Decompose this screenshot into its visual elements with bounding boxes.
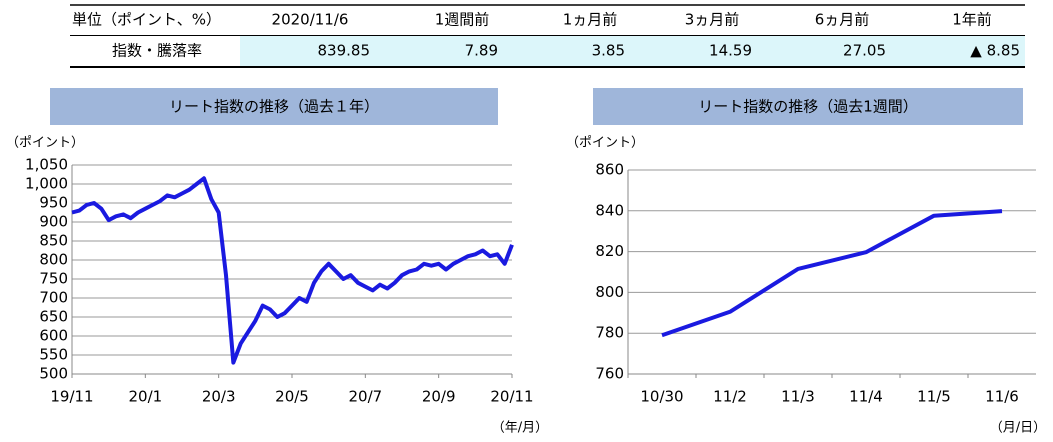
y-tick-label: 700 (39, 289, 68, 307)
table-header: 3ヵ月前 (685, 11, 740, 29)
chart-title: リート指数の推移（過去1週間） (698, 98, 918, 116)
y-tick-label: 850 (39, 232, 68, 250)
x-tick-label: 20/5 (275, 388, 309, 406)
y-tick-label: 500 (39, 365, 68, 383)
y-tick-label: 900 (39, 213, 68, 231)
y-tick-label: 820 (595, 242, 624, 260)
table-cell: 7.89 (465, 42, 498, 60)
y-tick-label: 1,050 (25, 156, 68, 174)
x-axis-label: （月/日） (990, 421, 1046, 436)
y-tick-label: 1,000 (25, 175, 68, 193)
table-cell: 27.05 (843, 42, 886, 60)
y-tick-label: 780 (595, 324, 624, 342)
x-tick-label: 10/30 (640, 388, 683, 406)
y-tick-label: 950 (39, 194, 68, 212)
line-series (71, 176, 514, 365)
x-tick-label: 11/2 (713, 388, 747, 406)
y-tick-label: 750 (39, 270, 68, 288)
table-cell: 3.85 (592, 42, 625, 60)
y-tick-label: 650 (39, 308, 68, 326)
chart-title-box (593, 88, 1023, 125)
x-tick-label: 20/11 (490, 388, 533, 406)
x-tick-label: 19/11 (50, 388, 93, 406)
y-tick-label: 860 (595, 161, 624, 179)
y-tick-label: 550 (39, 346, 68, 364)
table-header: 1週間前 (435, 11, 490, 29)
table-header: 単位（ポイント、%） (72, 11, 221, 29)
chart-title-box (50, 88, 498, 125)
y-tick-label: 600 (39, 327, 68, 345)
x-tick-label: 11/4 (849, 388, 883, 406)
y-tick-label: 760 (595, 365, 624, 383)
x-tick-label: 11/6 (985, 388, 1019, 406)
y-axis-label: （ポイント） (566, 136, 644, 151)
line-series (661, 209, 1003, 338)
x-tick-label: 11/5 (917, 388, 951, 406)
x-tick-label: 20/7 (348, 388, 382, 406)
y-tick-label: 800 (595, 283, 624, 301)
y-tick-label: 800 (39, 251, 68, 269)
y-tick-label: 840 (595, 201, 624, 219)
table-cell: 14.59 (709, 42, 752, 60)
table-cell: ▲ 8.85 (970, 42, 1020, 60)
y-axis-label: （ポイント） (6, 136, 84, 151)
x-tick-label: 11/3 (781, 388, 815, 406)
table-cell: 839.85 (318, 42, 371, 60)
x-axis-label: （年/月） (492, 421, 548, 436)
chart-title: リート指数の推移（過去１年） (169, 98, 379, 116)
table-header: 2020/11/6 (272, 11, 349, 29)
x-tick-label: 20/3 (202, 388, 236, 406)
table-cell: 指数・騰落率 (112, 42, 202, 60)
row-highlight (240, 36, 1025, 66)
x-tick-label: 20/9 (422, 388, 456, 406)
table-header: 1ヵ月前 (563, 11, 618, 29)
table-header: 6ヵ月前 (815, 11, 870, 29)
table-header: 1年前 (952, 11, 992, 29)
x-tick-label: 20/1 (128, 388, 162, 406)
